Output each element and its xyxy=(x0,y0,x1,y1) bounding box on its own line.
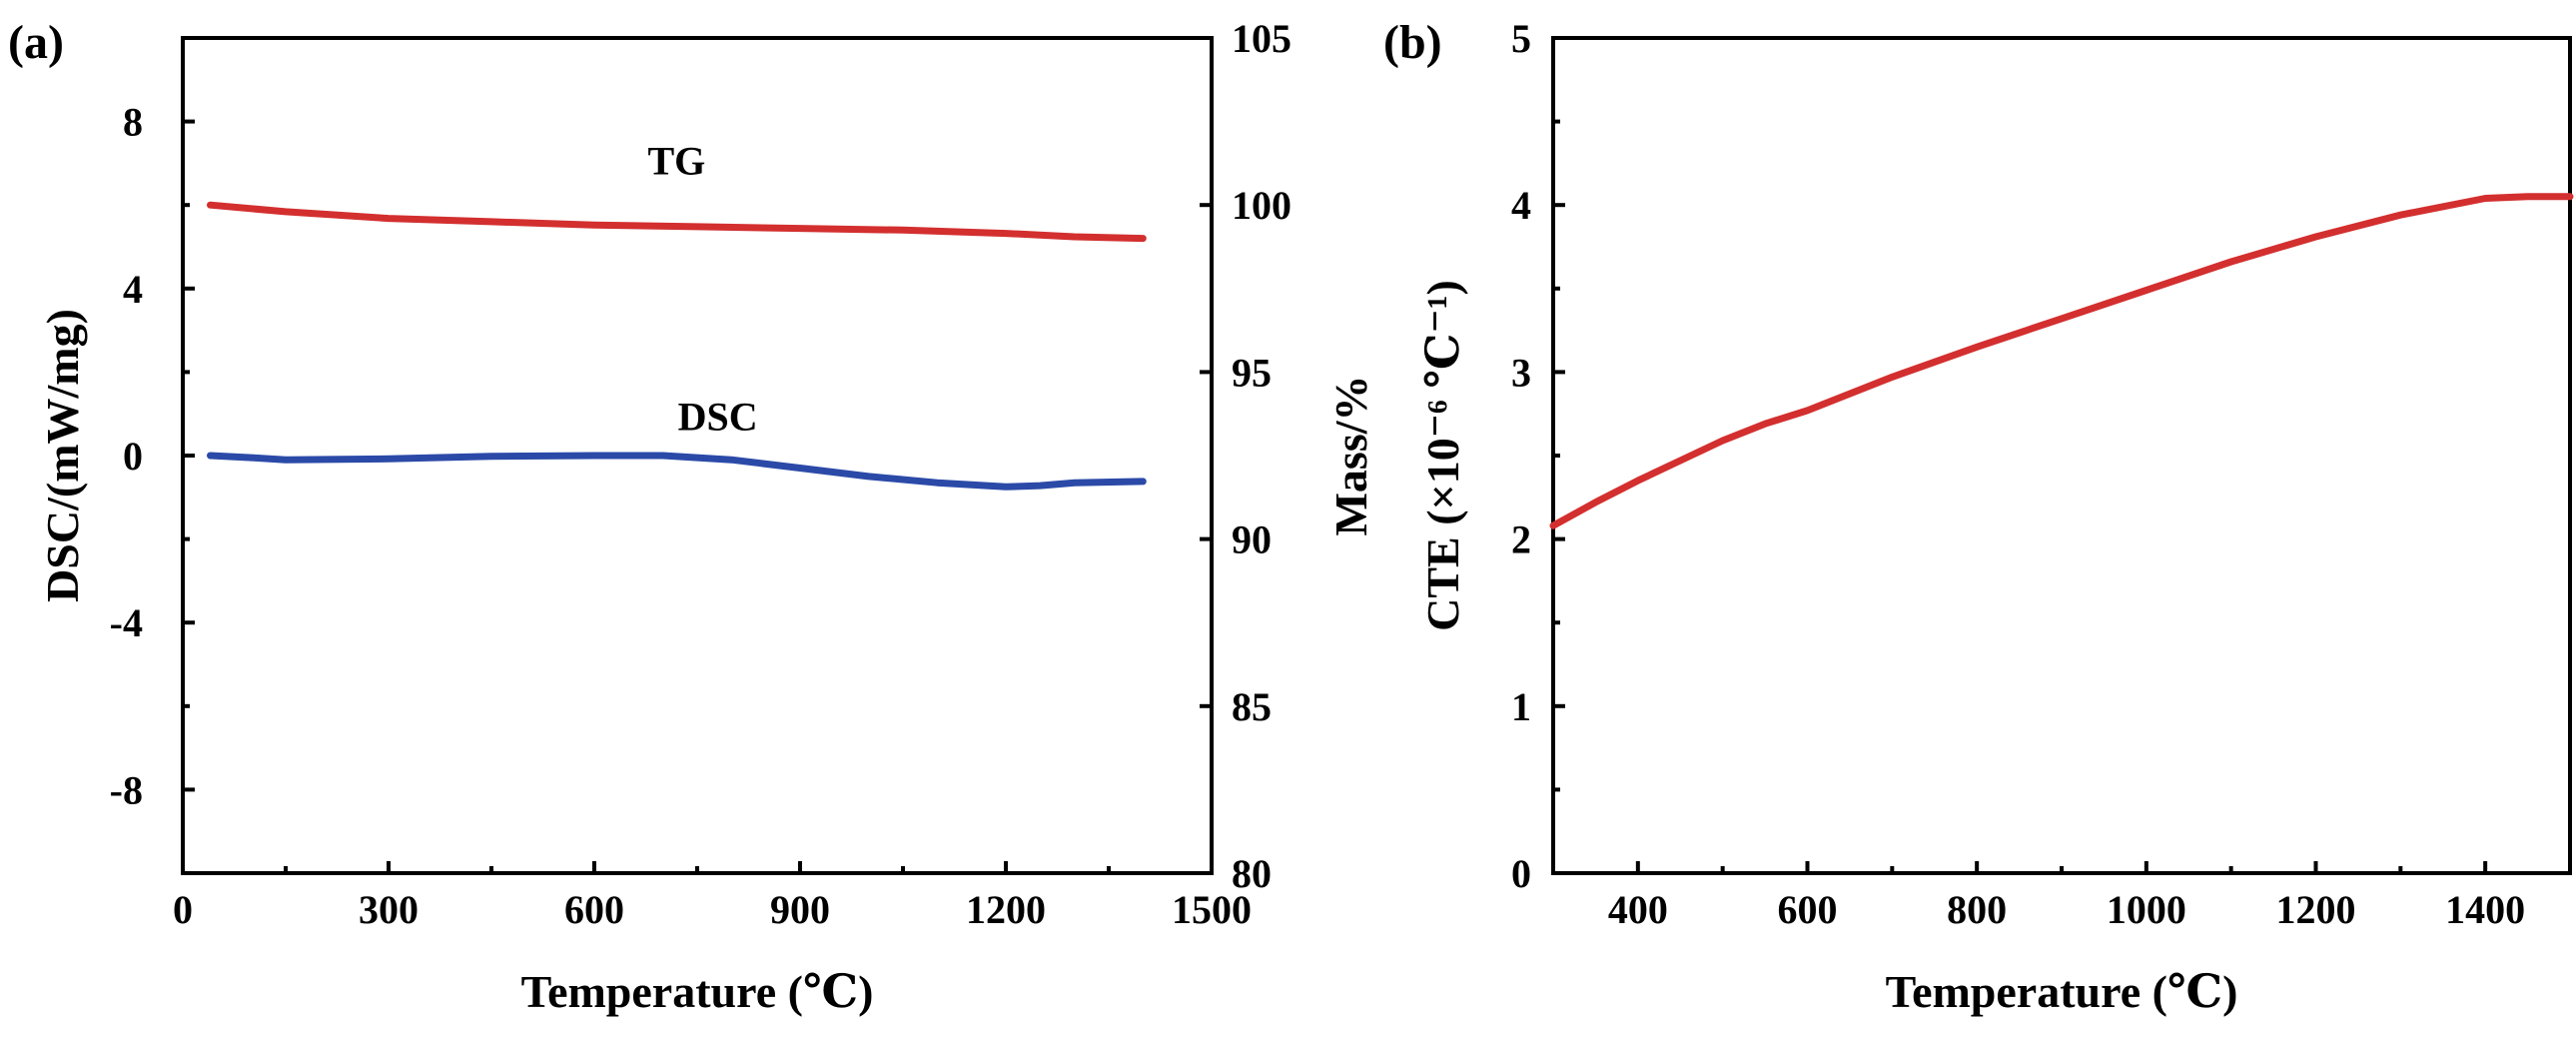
panel-b-y-ticks: 0 1 2 3 4 5 xyxy=(1511,16,1565,896)
panel-a-x-axis-title: Temperature (℃) xyxy=(521,966,874,1017)
panel-b-series xyxy=(1549,193,2574,529)
panel-a-right-y-tick-label: 80 xyxy=(1232,851,1272,896)
panel-a-left-y-tick-label: -8 xyxy=(110,767,143,812)
panel-a-x-ticks: 0 300 600 900 1200 1500 xyxy=(173,861,1252,932)
panel-b-x-axis-title: Temperature (℃) xyxy=(1886,966,2238,1017)
panel-b-y-tick-label: 4 xyxy=(1511,183,1531,228)
panel-b-y-tick-label: 2 xyxy=(1511,518,1531,562)
panel-a-left-y-tick-label: 4 xyxy=(123,267,143,312)
panel-a-left-y-tick-label: -4 xyxy=(110,600,143,645)
panel-b: (b) 400 600 800 1000 1200 1400 0 1 2 3 4 5 Tempera… xyxy=(1383,16,2574,1017)
panel-a-x-tick-label: 600 xyxy=(564,887,624,932)
dsc-curve-label: DSC xyxy=(678,395,758,440)
panel-a-right-y-axis-title: Mass/% xyxy=(1325,376,1376,536)
panel-a-left-y-ticks: -8 -4 0 4 8 xyxy=(110,36,195,875)
panel-b-y-axis-title: CTE (×10⁻⁶ ℃⁻¹) xyxy=(1417,280,1468,631)
panel-b-y-tick-label: 1 xyxy=(1511,684,1531,729)
cte-curve xyxy=(1549,193,2574,529)
panel-b-x-tick-label: 1200 xyxy=(2276,887,2356,932)
panel-b-x-tick-label: 600 xyxy=(1778,887,1838,932)
panel-b-y-tick-label: 3 xyxy=(1511,350,1531,395)
panel-a-x-tick-label: 900 xyxy=(770,887,830,932)
panel-a-x-tick-label: 1200 xyxy=(966,887,1046,932)
panel-a-right-y-tick-label: 100 xyxy=(1232,183,1291,228)
panel-a-right-y-ticks: 80 85 90 95 100 105 xyxy=(1200,16,1291,896)
panel-b-x-tick-label: 800 xyxy=(1947,887,2007,932)
panel-a-right-y-tick-label: 105 xyxy=(1232,16,1291,61)
panel-a-x-tick-label: 300 xyxy=(359,887,419,932)
panel-a-x-tick-label: 1500 xyxy=(1172,887,1252,932)
panel-a-left-y-tick-label: 8 xyxy=(123,100,143,145)
panel-b-y-tick-label: 5 xyxy=(1511,16,1531,61)
dsc-curve xyxy=(207,452,1147,491)
panel-b-y-tick-label: 0 xyxy=(1511,851,1531,896)
tg-curve-label: TG xyxy=(648,138,706,183)
panel-a-left-y-axis-title: DSC/(mW/mg) xyxy=(37,309,88,602)
panel-a-x-tick-label: 0 xyxy=(173,887,193,932)
panel-a-left-y-tick-label: 0 xyxy=(123,434,143,479)
panel-a-right-y-tick-label: 95 xyxy=(1232,350,1272,395)
panel-a-right-y-tick-label: 90 xyxy=(1232,518,1272,562)
panel-a: (a) 0 300 600 900 1200 1500 -8 -4 0 4 8 80 85 90 95 1… xyxy=(8,16,1376,1017)
panel-b-plot-frame xyxy=(1551,36,2572,875)
panel-b-x-tick-label: 1000 xyxy=(2107,887,2186,932)
panel-b-x-tick-label: 1400 xyxy=(2445,887,2525,932)
panel-a-label: (a) xyxy=(8,16,64,69)
tg-curve xyxy=(207,201,1147,243)
panel-b-x-tick-label: 400 xyxy=(1608,887,1668,932)
panel-b-label: (b) xyxy=(1383,16,1442,69)
panel-a-right-y-tick-label: 85 xyxy=(1232,684,1272,729)
panel-b-x-ticks: 400 600 800 1000 1200 1400 xyxy=(1551,861,2572,932)
panel-a-series xyxy=(207,201,1147,491)
